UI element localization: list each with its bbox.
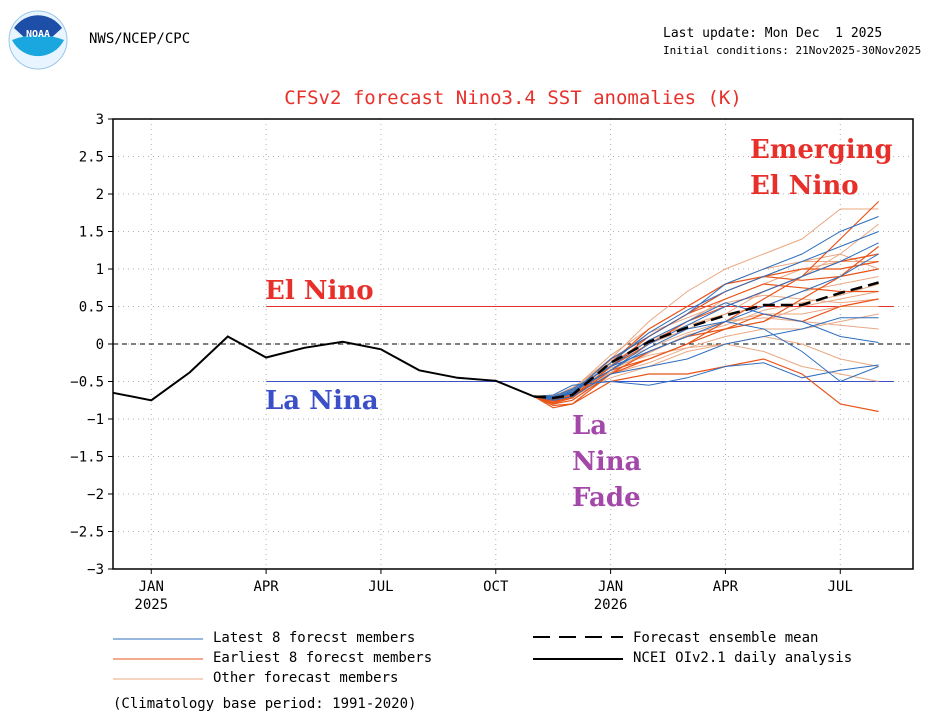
emerging-el-nino-label: Emerging El Nino xyxy=(750,132,893,204)
la-nina-fade-label: La Nina Fade xyxy=(572,408,641,516)
legend-other: Other forecast members xyxy=(213,670,399,686)
y-tick-label: −2 xyxy=(87,487,104,503)
earliest-member-line xyxy=(533,268,879,401)
y-tick-label: 0 xyxy=(96,337,104,353)
y-tick-label: 1.5 xyxy=(79,225,104,241)
latest-members xyxy=(534,216,879,401)
latest-member-line xyxy=(534,216,879,399)
noaa-logo-icon: NOAA xyxy=(8,10,68,70)
tick-labels: 3 2.5 2 1.5 1 0.5 0 −0.5 −1 −1.5 −2 −2.5 −3 JAN 2025 AP… xyxy=(70,112,853,613)
la-nina-label: La Nina xyxy=(265,386,379,416)
la-nina-fade-line-1: La xyxy=(572,411,608,441)
emerging-line-2: El Nino xyxy=(750,171,859,201)
latest-member-line xyxy=(534,231,879,400)
x-tick-label: JUL xyxy=(368,579,393,595)
agency-label: NWS/NCEP/CPC xyxy=(89,31,191,47)
legend-latest: Latest 8 forecst members xyxy=(213,630,416,646)
y-tick-label: 1 xyxy=(96,262,104,278)
emerging-line-1: Emerging xyxy=(750,135,893,165)
x-tick-label: JUL xyxy=(828,579,853,595)
latest-member-line xyxy=(534,362,879,397)
legend-mean: Forecast ensemble mean xyxy=(633,630,819,646)
y-tick-label: −2.5 xyxy=(70,525,104,541)
y-tick-label: 2.5 xyxy=(79,150,104,166)
x-tick-year-label: 2026 xyxy=(594,597,628,613)
ensemble-mean-line xyxy=(534,281,879,400)
y-tick-label: 3 xyxy=(96,112,104,128)
analysis-line xyxy=(112,335,546,402)
latest-member-line xyxy=(534,242,879,399)
noaa-logo-text: NOAA xyxy=(26,29,50,40)
x-tick-label: OCT xyxy=(483,579,509,595)
x-tick-label: APR xyxy=(253,579,279,595)
la-nina-fade-line-2: Nina xyxy=(572,447,642,477)
earliest-member-line xyxy=(533,298,879,404)
climatology-note: (Climatology base period: 1991-2020) xyxy=(113,696,417,712)
el-nino-label: El Nino xyxy=(265,276,374,306)
legend-earliest: Earliest 8 forecst members xyxy=(213,650,433,666)
latest-member-line xyxy=(534,320,879,398)
main-series xyxy=(112,281,879,402)
noaa-logo: NOAA xyxy=(8,10,68,70)
latest-member-line xyxy=(534,317,879,401)
earliest-member-line xyxy=(533,358,879,413)
y-tick-label: −0.5 xyxy=(70,375,104,391)
y-tick-label: 0.5 xyxy=(79,300,104,316)
initial-conditions: Initial conditions: 21Nov2025-30Nov2025 xyxy=(663,44,922,57)
x-tick-label: APR xyxy=(713,579,739,595)
y-tick-label: −1.5 xyxy=(70,450,104,466)
y-tick-label: −3 xyxy=(87,562,104,578)
y-tick-label: −1 xyxy=(87,412,104,428)
latest-member-line xyxy=(534,302,879,397)
x-tick-label: JAN xyxy=(139,579,164,595)
y-tick-label: 2 xyxy=(96,187,104,203)
x-tick-year-label: 2025 xyxy=(134,597,168,613)
legend-analysis: NCEI OIv2.1 daily analysis xyxy=(633,650,853,666)
la-nina-fade-line-3: Fade xyxy=(572,483,641,513)
chart-title: CFSv2 forecast Nino3.4 SST anomalies (K) xyxy=(284,87,742,109)
x-tick-label: JAN xyxy=(598,579,623,595)
last-update: Last update: Mon Dec 1 2025 xyxy=(663,26,883,41)
